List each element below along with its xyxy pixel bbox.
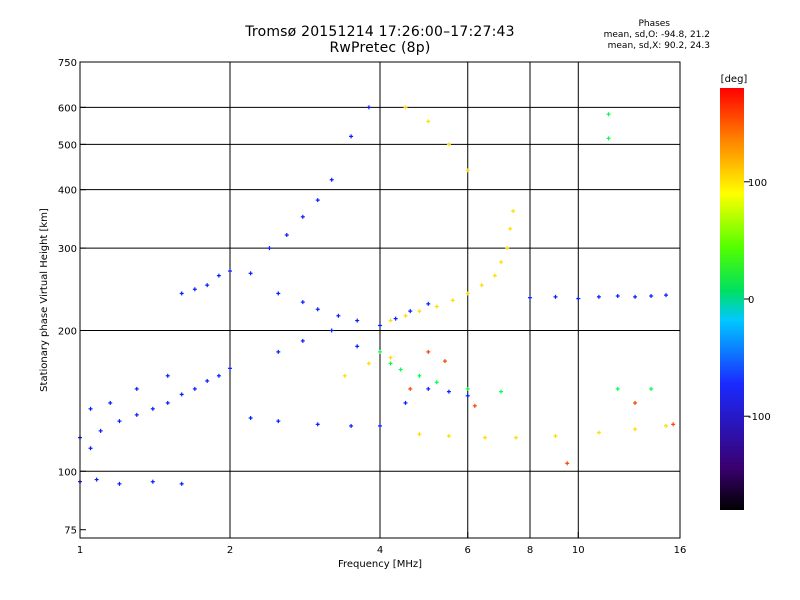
data-points (78, 105, 676, 486)
colorbar-tick-label: 0 (748, 295, 754, 306)
x-axis: 1 2 4 6 8 10 16 (77, 532, 687, 556)
x-tick-label: 6 (465, 545, 471, 556)
x-tick-label: 8 (527, 545, 533, 556)
colorbar-ticks: 100 0 -100 (744, 178, 771, 423)
phase-stats-x: mean, sd,X: 90.2, 24.3 (607, 41, 710, 51)
chart-title: Tromsø 20151214 17:26:00–17:27:43 RwPret… (230, 24, 530, 56)
y-axis-label: Stationary phase Virtual Height [km] (39, 208, 50, 392)
phase-stats-o: mean, sd,O: -94.8, 21.2 (603, 30, 710, 40)
colorbar-tick-label: 100 (748, 178, 767, 189)
y-tick-label: 200 (58, 326, 77, 337)
phase-stats-header: Phases (638, 19, 670, 29)
x-tick-label: 2 (227, 545, 233, 556)
y-tick-label: 750 (58, 58, 77, 69)
colorbar (720, 88, 744, 510)
colorbar-label: [deg] (721, 74, 748, 85)
x-tick-label: 10 (572, 545, 585, 556)
grid-lines (80, 62, 680, 538)
y-tick-label: 300 (58, 244, 77, 255)
title-line-1: Tromsø 20151214 17:26:00–17:27:43 (245, 24, 515, 40)
x-tick-label: 1 (77, 545, 83, 556)
y-tick-label: 75 (64, 526, 77, 537)
y-axis: 75 100 200 300 400 500 600 750 (58, 58, 86, 537)
colorbar-tick-label: -100 (748, 412, 771, 423)
y-tick-label: 600 (58, 103, 77, 114)
y-tick-label: 500 (58, 140, 77, 151)
x-tick-label: 16 (674, 545, 687, 556)
phase-stats: Phases mean, sd,O: -94.8, 21.2 mean, sd,… (560, 19, 710, 52)
y-tick-label: 400 (58, 186, 77, 197)
y-tick-label: 100 (58, 467, 77, 478)
x-tick-label: 4 (377, 545, 383, 556)
title-line-2: RwPretec (8p) (329, 40, 431, 56)
x-axis-label: Frequency [MHz] (338, 559, 422, 570)
